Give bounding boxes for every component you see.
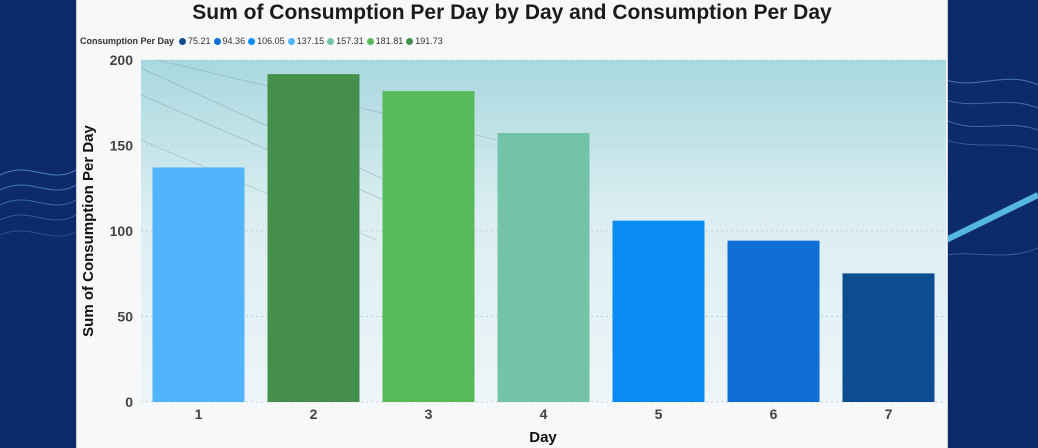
y-tick-label: 100 xyxy=(110,223,134,239)
x-tick-label: 4 xyxy=(540,406,548,422)
bar-day-4[interactable] xyxy=(497,132,590,403)
bar-day-6[interactable] xyxy=(727,240,820,402)
background-wave-left xyxy=(0,0,76,448)
x-tick-label: 1 xyxy=(195,406,203,422)
legend-item[interactable]: 191.73 xyxy=(406,36,443,46)
bar-day-1[interactable] xyxy=(152,167,245,402)
x-tick-label: 3 xyxy=(425,406,433,422)
x-axis: 1 2 3 4 5 6 7 xyxy=(195,406,893,422)
legend-label: 75.21 xyxy=(188,36,211,46)
legend-title: Consumption Per Day xyxy=(80,36,175,46)
legend-label: 106.05 xyxy=(257,36,285,46)
legend-item[interactable]: 75.21 xyxy=(179,36,211,46)
x-tick-label: 5 xyxy=(655,406,663,422)
legend-marker xyxy=(406,37,414,45)
legend-item[interactable]: 157.31 xyxy=(327,36,364,46)
y-tick-label: 0 xyxy=(125,394,133,410)
legend-item[interactable]: 137.15 xyxy=(287,36,325,46)
legend-label: 191.73 xyxy=(415,36,443,46)
legend-marker xyxy=(179,37,187,45)
legend-label: 137.15 xyxy=(296,36,325,46)
y-tick-label: 200 xyxy=(110,52,134,68)
background-wave-right xyxy=(946,0,1038,448)
legend-marker xyxy=(366,37,374,45)
legend-item[interactable]: 94.36 xyxy=(213,36,246,46)
bar-day-2[interactable] xyxy=(267,74,360,403)
y-tick-label: 50 xyxy=(117,309,133,325)
bars xyxy=(152,74,935,403)
y-axis: 0 50 100 150 200 xyxy=(110,52,134,410)
legend-label: 181.81 xyxy=(375,36,404,46)
legend-marker xyxy=(327,37,335,45)
x-tick-label: 6 xyxy=(770,406,778,422)
x-axis-title: Day xyxy=(529,429,557,446)
x-tick-label: 7 xyxy=(885,406,893,422)
legend-marker xyxy=(213,37,221,45)
x-tick-label: 2 xyxy=(310,406,318,422)
legend-label: 157.31 xyxy=(336,36,364,46)
chart-plot: 0 50 100 150 200 1 2 3 4 5 6 7 Day Sum of Consumpt… xyxy=(80,52,946,446)
chart-card: Sum of Consumption Per Day by Day and Co… xyxy=(76,0,948,448)
y-axis-title: Sum of Consumption Per Day xyxy=(80,125,97,337)
legend-marker xyxy=(287,37,295,45)
legend-item[interactable]: 181.81 xyxy=(366,36,404,46)
chart-title: Sum of Consumption Per Day by Day and Co… xyxy=(192,1,832,24)
y-tick-label: 150 xyxy=(110,138,134,154)
legend: Consumption Per Day 75.21 94.36 106.05 137.… xyxy=(80,34,446,48)
legend-item[interactable]: 106.05 xyxy=(248,36,285,46)
bar-day-5[interactable] xyxy=(612,220,705,402)
bar-day-3[interactable] xyxy=(382,91,475,403)
legend-label: 94.36 xyxy=(222,36,246,46)
bar-day-7[interactable] xyxy=(842,273,935,402)
legend-marker xyxy=(248,37,256,45)
